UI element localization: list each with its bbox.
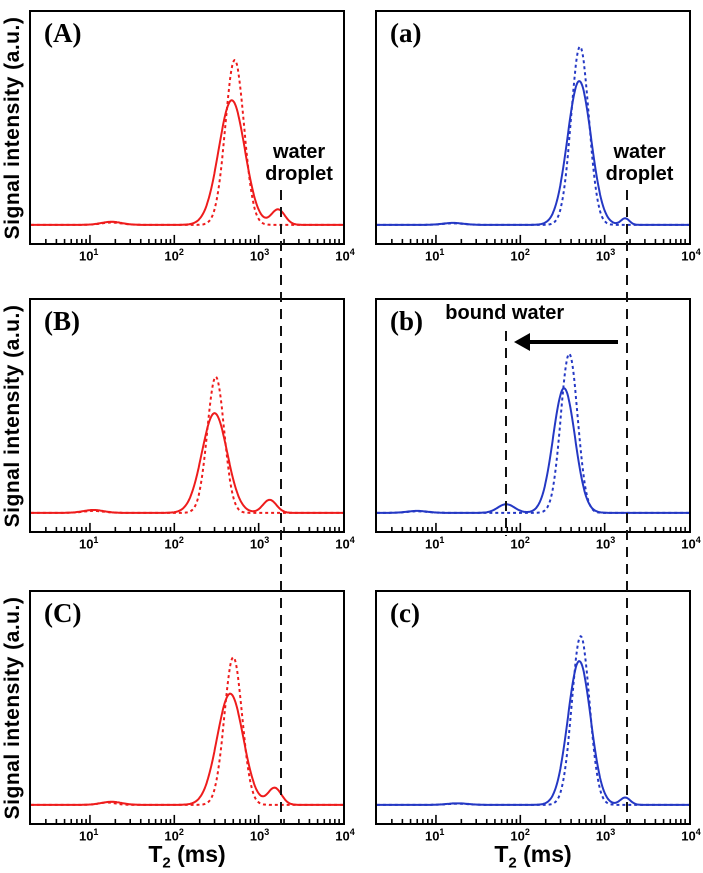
plot-area [377,635,689,823]
panel-letter-a: (a) [390,18,422,48]
panel-c: (c) [375,590,691,825]
x-tick-label: 102 [510,827,530,844]
x-tick-label: 101 [424,827,445,844]
x-tick-label: 101 [78,247,99,264]
x-tick-label: 104 [681,827,701,844]
panel-letter-C: (C) [44,598,82,628]
x-tick-labels: 101 102 103 104 [375,533,701,553]
x-tick-label: 104 [681,535,701,552]
dashed-reference-line-right [625,190,628,825]
annotation-line: water [272,141,326,163]
x-axis-label-right: T2 (ms) [494,841,572,872]
x-tick-label: 103 [595,535,616,552]
x-tick-label: 102 [510,535,530,552]
curve-dashed [377,635,689,806]
annotation-line: bound water [445,302,565,324]
arrow-shaft [527,340,619,344]
y-axis-label-row1: Signal intensity (a.u.) [1,16,24,239]
plot-area [377,352,689,531]
panel-a: (a) [375,10,691,245]
x-tick-label: 102 [510,247,530,264]
x-tick-labels: 101 102 103 104 [29,245,355,265]
x-tick-labels: 101 102 103 104 [29,533,355,553]
y-axis-label-row3: Signal intensity (a.u.) [1,596,24,819]
curve-dashed [377,45,689,226]
x-tick-label: 101 [424,535,445,552]
panel-b: (b) [375,298,691,533]
annotation-line: droplet [265,163,333,185]
annotation-line: water [613,141,666,163]
x-tick-label: 103 [595,827,616,844]
x-tick-label: 104 [335,827,355,844]
curve-dashed [31,656,343,806]
annotation-water-droplet-left: water droplet [265,141,333,185]
plot-area [31,375,343,531]
x-tick-labels: 101 102 103 104 [375,825,701,845]
panel-letter-B: (B) [44,306,80,336]
arrow-head-icon [514,333,531,351]
x-tick-label: 103 [249,247,270,264]
curve-solid [377,660,689,806]
dashed-bound-water-line [504,331,507,536]
x-tick-label: 104 [335,535,355,552]
x-tick-label: 101 [78,535,99,552]
curve-dashed [377,352,689,514]
plot-area [31,59,343,243]
curve-dashed [31,375,343,514]
x-tick-label: 101 [424,247,445,264]
curve-solid [377,387,689,514]
panel-A: (A) [29,10,345,245]
plot-area [377,45,689,243]
x-tick-label: 103 [249,535,270,552]
x-tick-labels: 101 102 103 104 [375,245,701,265]
x-axis-label-left: T2 (ms) [148,841,226,872]
x-tick-label: 102 [164,827,184,844]
plot-area [31,656,343,823]
panel-letter-A: (A) [44,18,82,48]
x-tick-label: 102 [164,535,184,552]
x-tick-label: 103 [249,827,270,844]
dashed-reference-line-left [279,190,282,825]
y-axis-label-row2: Signal intensity (a.u.) [1,304,24,527]
curve-solid [377,80,689,226]
x-tick-label: 104 [681,247,701,264]
panel-letter-b: (b) [390,306,423,336]
panel-C: (C) [29,590,345,825]
curve-solid [31,692,343,806]
x-tick-label: 101 [78,827,99,844]
x-tick-label: 103 [595,247,616,264]
x-tick-labels: 101 102 103 104 [29,825,355,845]
curve-solid [31,99,343,226]
panel-B: (B) [29,298,345,533]
x-tick-label: 102 [164,247,184,264]
x-tick-label: 104 [335,247,355,264]
annotation-water-droplet-right: water droplet [606,141,674,185]
panel-letter-c: (c) [390,598,420,628]
annotation-bound-water: bound water [445,302,564,324]
curve-solid [31,412,343,514]
annotation-line: droplet [605,163,674,185]
